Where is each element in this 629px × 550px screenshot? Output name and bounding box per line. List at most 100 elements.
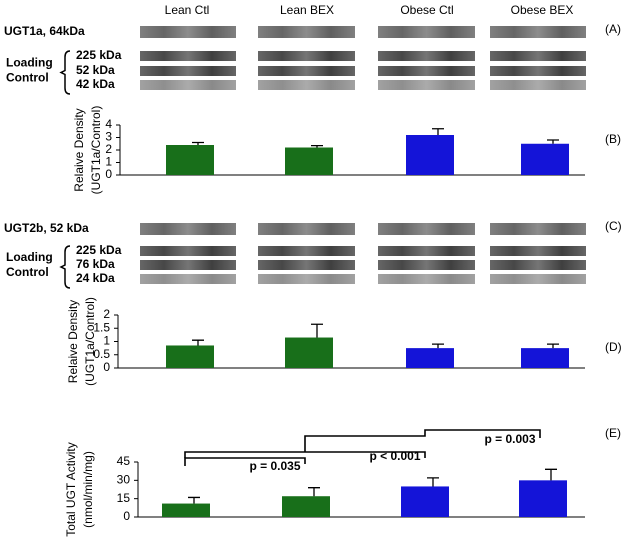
- y-axis-label: Total UGT Activity: [64, 442, 78, 536]
- blot-band: [140, 80, 236, 90]
- blot-band: [258, 274, 355, 284]
- blot-band: [490, 246, 586, 256]
- error-bar: [188, 496, 200, 504]
- bar: [285, 337, 333, 368]
- blot-band: [258, 26, 355, 38]
- blot-band: [490, 260, 586, 270]
- column-label: Lean BEX: [280, 3, 334, 17]
- blot-protein-label: UGT2b, 52 kDa: [4, 221, 89, 235]
- bar: [166, 345, 214, 368]
- bar: [519, 480, 567, 517]
- bar: [162, 503, 210, 517]
- blot-band: [140, 274, 236, 284]
- loading-kda-label: 42 kDa: [76, 77, 115, 91]
- y-tick-label: 45: [117, 454, 131, 468]
- error-bar: [545, 468, 557, 481]
- blot-band: [258, 246, 355, 256]
- panel-label: (C): [605, 219, 622, 233]
- bar: [521, 143, 569, 175]
- bar: [521, 348, 569, 368]
- blot-band: [490, 223, 586, 235]
- y-tick-label: 15: [117, 491, 131, 505]
- significance-brackets: [184, 429, 541, 466]
- y-axis-label: Relaive Density: [72, 108, 86, 191]
- loading-label: Loading: [6, 250, 53, 264]
- y-axis-label: Relaive Density: [66, 300, 80, 383]
- y-tick-label: 2: [105, 142, 112, 156]
- y-tick-label: 4: [105, 117, 112, 131]
- error-bar: [192, 339, 204, 346]
- bracket: [184, 457, 306, 466]
- bar: [166, 145, 214, 175]
- blot-band: [258, 51, 355, 61]
- brace: [59, 50, 71, 95]
- column-label: Obese Ctl: [400, 3, 453, 17]
- error-bar: [432, 128, 444, 135]
- y-axis-label: (UGT1a/Control): [89, 106, 103, 195]
- y-tick-label: 0.5: [93, 347, 110, 361]
- blot-band: [258, 223, 355, 235]
- y-tick-label: 1.5: [93, 320, 110, 334]
- error-bar: [192, 141, 204, 145]
- bar: [406, 348, 454, 368]
- p-value: p = 0.003: [484, 432, 535, 446]
- panel-label: (E): [605, 426, 621, 440]
- blot-band: [378, 26, 475, 38]
- loading-label: Control: [6, 71, 49, 85]
- blot-band: [490, 66, 586, 76]
- error-bar: [311, 323, 323, 338]
- brace: [59, 245, 71, 289]
- blot-band: [378, 80, 475, 90]
- blot-band: [490, 51, 586, 61]
- p-value: p < 0.001: [369, 449, 420, 463]
- panel-label: (D): [605, 340, 622, 354]
- blot-band: [378, 223, 475, 235]
- y-tick-label: 2: [103, 307, 110, 321]
- blot-band: [490, 80, 586, 90]
- blot-band: [378, 246, 475, 256]
- y-tick-label: 0: [105, 167, 112, 181]
- y-axis-label: (UGT1a/Control): [83, 297, 97, 386]
- error-bar: [547, 139, 559, 144]
- loading-kda-label: 24 kDa: [76, 271, 115, 285]
- blot-band: [140, 26, 236, 38]
- blot-band: [140, 51, 236, 61]
- bar: [401, 486, 449, 517]
- bracket: [304, 429, 541, 452]
- error-bar: [311, 144, 323, 148]
- column-label: Obese BEX: [511, 3, 574, 17]
- y-tick-label: 30: [117, 473, 131, 487]
- bar: [406, 135, 454, 175]
- y-tick-label: 0: [103, 360, 110, 374]
- error-bar: [432, 343, 444, 349]
- bar: [285, 147, 333, 175]
- y-tick-label: 1: [105, 155, 112, 169]
- blot-band: [378, 260, 475, 270]
- loading-kda-label: 76 kDa: [76, 257, 115, 271]
- blot-band: [258, 260, 355, 270]
- y-tick-label: 1: [103, 334, 110, 348]
- blot-band: [490, 274, 586, 284]
- loading-kda-label: 52 kDa: [76, 63, 115, 77]
- blot-band: [140, 246, 236, 256]
- blot-band: [378, 51, 475, 61]
- column-label: Lean Ctl: [165, 3, 210, 17]
- blot-band: [378, 274, 475, 284]
- blot-band: [140, 260, 236, 270]
- y-tick-label: 0: [123, 509, 130, 523]
- panel-label: (B): [605, 132, 621, 146]
- p-value: p = 0.035: [249, 459, 300, 473]
- blot-band: [258, 66, 355, 76]
- loading-label: Loading: [6, 56, 53, 70]
- loading-label: Control: [6, 265, 49, 279]
- blot-band: [490, 26, 586, 38]
- blot-band: [140, 223, 236, 235]
- blot-protein-label: UGT1a, 64kDa: [4, 24, 85, 38]
- error-bar: [308, 487, 320, 497]
- bar: [282, 496, 330, 517]
- blot-band: [258, 80, 355, 90]
- y-axis-label: (nmol/min/mg): [81, 451, 95, 528]
- blot-band: [378, 66, 475, 76]
- y-tick-label: 3: [105, 130, 112, 144]
